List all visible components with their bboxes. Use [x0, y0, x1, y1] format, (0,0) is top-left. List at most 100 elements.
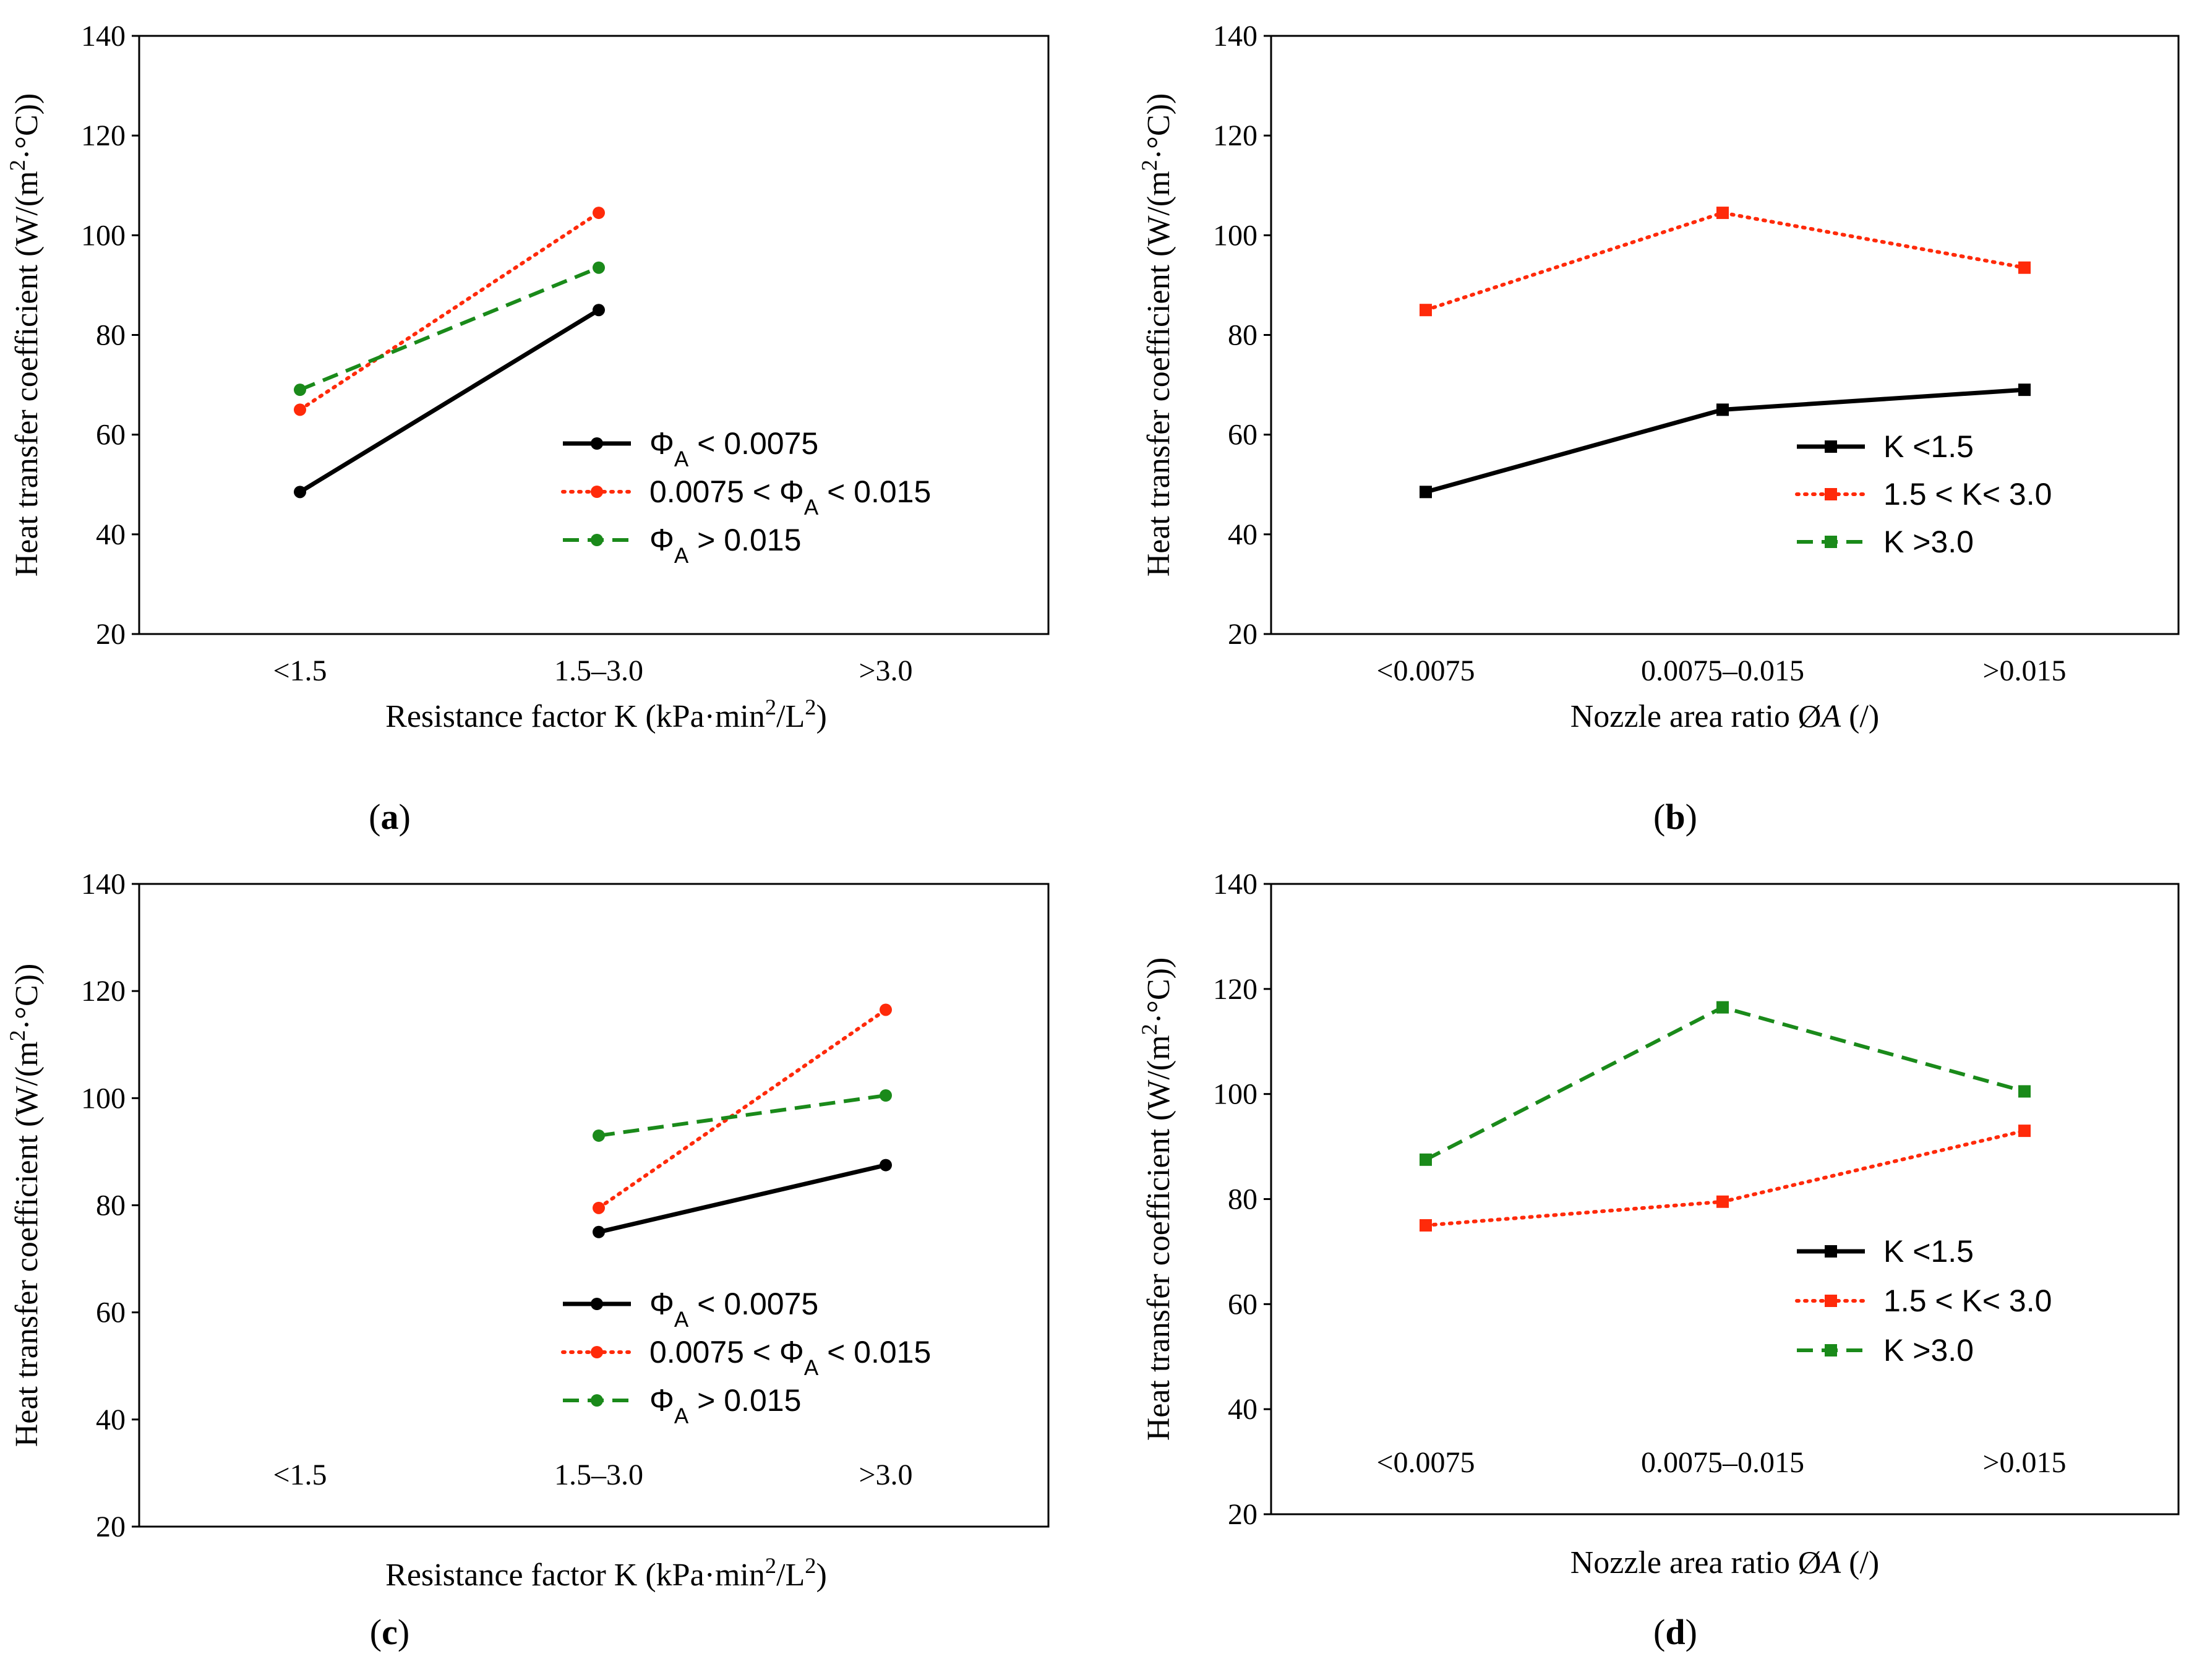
y-tick-label: 80 [1228, 1183, 1257, 1216]
series-line-1 [597, 1008, 888, 1210]
x-category-label: >0.015 [1982, 1446, 2066, 1479]
y-tick-label: 20 [96, 618, 126, 651]
series-line-1 [298, 211, 601, 412]
data-point-series-0 [593, 1225, 605, 1238]
series-line-2 [1424, 1005, 2025, 1162]
y-tick-label: 140 [81, 20, 126, 53]
data-point-series-1 [294, 403, 306, 416]
y-tick-label: 100 [81, 219, 126, 252]
legend-label-1: 0.0075 < ΦA < 0.015 [649, 1335, 931, 1380]
legend-label-0: K <1.5 [1883, 1234, 1974, 1269]
legend-marker-2 [591, 1394, 603, 1407]
panel-caption: (b) [1653, 797, 1697, 837]
y-tick-label: 140 [1213, 20, 1257, 53]
series-line-1 [1424, 210, 2026, 312]
legend-marker-0 [591, 1298, 603, 1310]
y-tick-label: 100 [1213, 219, 1257, 252]
series-line-0 [598, 1163, 886, 1235]
legend-label-1: 1.5 < K< 3.0 [1883, 477, 2052, 512]
y-tick-label: 120 [81, 119, 126, 152]
series-line-2 [598, 1094, 886, 1138]
legend-label-2: ΦA > 0.015 [649, 1383, 801, 1428]
legend-marker-1 [1825, 488, 1837, 500]
chart-svg-a: 20 40 60 80 100 120 140 <1.5 1.5–3.0 >3.0 Resistan… [5, 20, 1050, 837]
panel-caption: (d) [1653, 1612, 1697, 1652]
legend-marker-2 [1825, 536, 1837, 548]
x-category-label: >3.0 [859, 1459, 912, 1491]
legend-marker-0 [1825, 440, 1837, 453]
y-tick-label: 60 [96, 419, 126, 452]
data-point-series-1 [2018, 1125, 2031, 1138]
chart-panel-d: 20 40 60 80 100 120 140 <0.0075 0.0075–0.015 >0.0… [1095, 840, 2189, 1680]
x-axis-title: Resistance factor K (kPa·min2/L2) [385, 695, 827, 734]
y-tick-label: 60 [1228, 1288, 1257, 1321]
legend-marker-1 [1825, 1295, 1837, 1307]
y-tick-label: 120 [1213, 973, 1257, 1006]
series-line-0 [299, 308, 600, 494]
legend-label-2: ΦA > 0.015 [649, 523, 801, 568]
legend-label-1: 1.5 < K< 3.0 [1883, 1284, 2052, 1318]
x-axis-title: Nozzle area ratio ØA (/) [1570, 1545, 1880, 1580]
chart-panel-a: 20 40 60 80 100 120 140 <1.5 1.5–3.0 >3.0 Resistan… [0, 0, 1094, 840]
data-point-series-0 [593, 304, 605, 317]
x-category-label: 0.0075–0.015 [1641, 1446, 1804, 1479]
data-point-series-0 [880, 1159, 892, 1172]
y-tick-label: 120 [81, 975, 126, 1008]
data-point-series-2 [1420, 1153, 1432, 1166]
x-category-label: 1.5–3.0 [554, 1459, 643, 1491]
y-axis-title: Heat transfer coefficient (W/(m2·°C)) [1137, 93, 1176, 577]
y-tick-label: 40 [96, 1404, 126, 1436]
data-point-series-1 [593, 1201, 605, 1214]
chart-panel-b: 20 40 60 80 100 120 140 <0.0075 0.0075–0.015 >0.0… [1095, 0, 2189, 840]
data-point-series-1 [593, 207, 605, 220]
data-point-series-2 [2018, 1085, 2031, 1098]
y-axis-title: Heat transfer coefficient (W/(m2·°C)) [5, 93, 45, 577]
panel-caption: (a) [369, 797, 411, 837]
x-category-label: <1.5 [273, 654, 327, 687]
y-tick-label: 20 [1228, 618, 1257, 651]
data-point-series-2 [1716, 1001, 1729, 1014]
legend-label-0: ΦA < 0.0075 [649, 426, 818, 471]
y-tick-label: 60 [1228, 419, 1257, 452]
y-axis-title: Heat transfer coefficient (W/(m2·°C)) [5, 964, 45, 1447]
y-tick-label: 40 [1228, 518, 1257, 551]
chart-svg-b: 20 40 60 80 100 120 140 <0.0075 0.0075–0.015 >0.0… [1137, 20, 2180, 837]
x-category-label: <0.0075 [1376, 1446, 1475, 1479]
x-category-label: 1.5–3.0 [554, 654, 643, 687]
y-tick-label: 140 [1213, 868, 1257, 901]
data-point-series-2 [593, 261, 605, 274]
legend-marker-2 [1825, 1344, 1837, 1356]
chart-svg-d: 20 40 60 80 100 120 140 <0.0075 0.0075–0.015 >0.0… [1137, 868, 2180, 1652]
data-point-series-1 [880, 1003, 892, 1016]
x-category-label: <1.5 [273, 1459, 327, 1491]
y-tick-label: 100 [1213, 1078, 1257, 1111]
y-tick-label: 80 [1228, 319, 1257, 352]
data-point-series-0 [1420, 486, 1432, 499]
y-tick-label: 20 [1228, 1498, 1257, 1531]
x-category-label: <0.0075 [1376, 654, 1475, 687]
chart-panel-c: 20 40 60 80 100 120 140 <1.5 1.5–3.0 >3.0 Resistan… [0, 840, 1094, 1680]
x-axis-title: Nozzle area ratio ØA (/) [1570, 699, 1880, 734]
data-point-series-1 [1420, 1219, 1432, 1232]
panel-caption: (c) [370, 1612, 409, 1652]
data-point-series-1 [2018, 261, 2031, 274]
plot-frame [1270, 35, 2180, 635]
y-tick-label: 80 [96, 319, 126, 352]
data-point-series-1 [1716, 1195, 1729, 1208]
legend-label-2: K >3.0 [1883, 525, 1974, 559]
legend-marker-1 [591, 1346, 603, 1358]
x-category-label: >0.015 [1982, 654, 2066, 687]
y-tick-label: 120 [1213, 119, 1257, 152]
data-point-series-2 [294, 384, 306, 396]
legend-marker-2 [591, 534, 603, 546]
data-point-series-2 [880, 1089, 892, 1102]
legend-label-0: K <1.5 [1883, 429, 1974, 464]
data-point-series-0 [294, 486, 306, 499]
y-tick-label: 140 [81, 868, 126, 901]
y-tick-label: 20 [96, 1511, 126, 1543]
chart-svg-c: 20 40 60 80 100 120 140 <1.5 1.5–3.0 >3.0 Resistan… [5, 868, 1050, 1652]
data-point-series-0 [2018, 384, 2031, 396]
series-line-1 [1424, 1129, 2026, 1227]
data-point-series-2 [593, 1129, 605, 1142]
y-tick-label: 80 [96, 1189, 126, 1222]
